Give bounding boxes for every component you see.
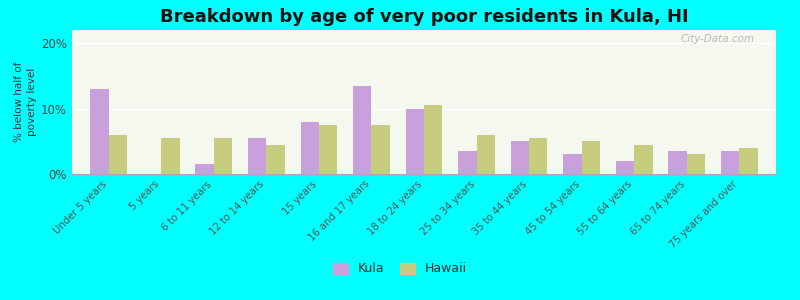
Bar xyxy=(109,135,127,174)
Bar xyxy=(424,105,442,174)
Bar xyxy=(634,145,653,174)
Bar xyxy=(195,164,214,174)
Text: City-Data.com: City-Data.com xyxy=(681,34,755,44)
Bar xyxy=(371,125,390,174)
Title: Breakdown by age of very poor residents in Kula, HI: Breakdown by age of very poor residents … xyxy=(160,8,688,26)
Bar xyxy=(266,145,285,174)
Bar xyxy=(616,161,634,174)
Y-axis label: % below half of
poverty level: % below half of poverty level xyxy=(14,62,37,142)
Bar xyxy=(458,151,477,174)
Bar xyxy=(406,109,424,174)
Bar xyxy=(721,151,739,174)
Legend: Kula, Hawaii: Kula, Hawaii xyxy=(327,256,473,282)
Bar xyxy=(510,141,529,174)
Bar xyxy=(477,135,495,174)
Bar xyxy=(353,85,371,174)
Bar xyxy=(90,89,109,174)
Bar xyxy=(582,141,600,174)
Bar xyxy=(162,138,180,174)
Bar xyxy=(301,122,319,174)
Bar xyxy=(563,154,582,174)
Bar xyxy=(529,138,547,174)
Bar xyxy=(248,138,266,174)
Bar xyxy=(214,138,232,174)
Bar xyxy=(319,125,338,174)
Bar xyxy=(739,148,758,174)
Bar xyxy=(686,154,705,174)
Bar xyxy=(668,151,686,174)
